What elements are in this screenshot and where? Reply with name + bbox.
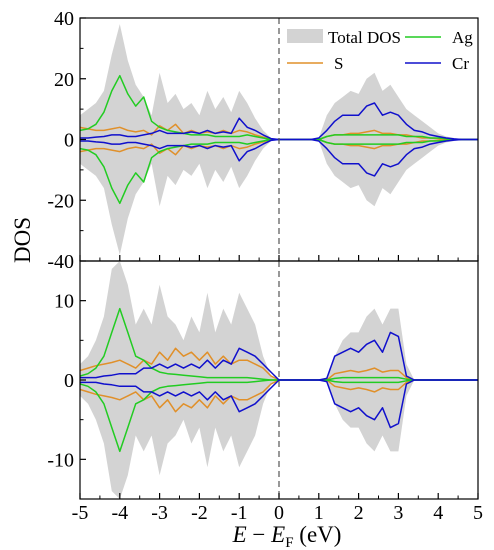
legend-total-dos-label: Total DOS	[328, 28, 401, 47]
legend-s-label: S	[334, 54, 343, 73]
x-tick-label: -3	[151, 502, 168, 524]
legend-total-dos-swatch	[287, 29, 323, 43]
bottom-plot-area	[80, 261, 478, 499]
top-y-tick-label: -40	[47, 251, 74, 273]
top-y-tick-label: 20	[54, 69, 74, 91]
x-tick-label: 5	[473, 502, 483, 524]
top-y-tick-label: 0	[64, 130, 74, 152]
x-tick-label: 3	[393, 502, 403, 524]
y-axis-title: DOS	[10, 217, 35, 263]
bottom-y-tick-label: 10	[54, 291, 74, 313]
bottom-cr-spin-down-line	[80, 379, 478, 429]
legend-cr-label: Cr	[452, 54, 469, 73]
x-tick-label: -1	[231, 502, 248, 524]
x-axis-title: E − EF (eV)	[232, 522, 342, 550]
x-axis-title-ef-sub: F	[285, 535, 293, 550]
top-y-tick-label: -20	[47, 190, 74, 212]
bottom-y-tick-label: -10	[47, 449, 74, 471]
top-panel: -40 -20 0 20 40	[47, 8, 479, 273]
x-tick-label: -4	[111, 502, 128, 524]
x-tick-label: 1	[314, 502, 324, 524]
x-tick-label: -5	[72, 502, 89, 524]
x-tick-label: 0	[274, 502, 284, 524]
x-axis-title-unit: (eV)	[294, 522, 342, 547]
legend: Total DOS Ag S Cr	[287, 28, 473, 73]
x-tick-label: -2	[191, 502, 208, 524]
x-axis-title-e: E	[232, 522, 247, 547]
legend-ag-label: Ag	[452, 28, 473, 47]
x-axis-title-ef: E	[270, 522, 285, 547]
x-tick-label: 4	[433, 502, 443, 524]
top-y-tick-label: 40	[54, 8, 74, 30]
bottom-y-tick-label: 0	[64, 370, 74, 392]
x-axis-title-minus: −	[247, 522, 271, 547]
x-tick-label: 2	[354, 502, 364, 524]
